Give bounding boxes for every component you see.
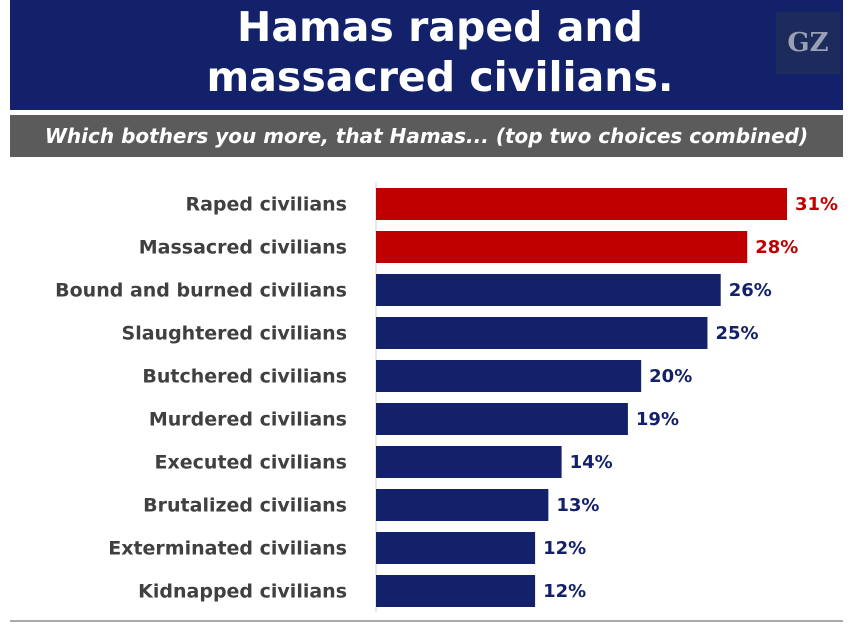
category-label: Murdered civilians — [149, 409, 347, 431]
bar — [376, 532, 536, 564]
value-label: 14% — [570, 452, 613, 473]
category-label: Butchered civilians — [142, 366, 347, 388]
value-label: 12% — [543, 538, 586, 559]
value-label: 20% — [649, 366, 692, 387]
value-label: 28% — [755, 237, 798, 258]
title-banner: Hamas raped and massacred civilians. GZ — [10, 0, 843, 110]
bar — [376, 575, 536, 607]
chart-subtitle: Which bothers you more, that Hamas... (t… — [10, 115, 843, 157]
bar — [376, 489, 549, 521]
bar — [376, 274, 721, 306]
bar — [376, 231, 748, 263]
bar — [376, 446, 562, 478]
category-label: Brutalized civilians — [143, 495, 347, 517]
bar — [376, 188, 787, 220]
chart-title: Hamas raped and massacred civilians. — [206, 3, 674, 101]
value-label: 31% — [795, 194, 838, 215]
bar — [376, 403, 628, 435]
value-label: 12% — [543, 581, 586, 602]
value-label: 19% — [636, 409, 679, 430]
category-label: Bound and burned civilians — [55, 280, 347, 302]
category-label: Exterminated civilians — [108, 538, 347, 560]
logo: GZ — [776, 12, 840, 74]
category-label: Executed civilians — [155, 452, 347, 474]
category-label: Massacred civilians — [139, 237, 347, 259]
value-label: 25% — [715, 323, 758, 344]
value-label: 26% — [729, 280, 772, 301]
category-label: Raped civilians — [185, 194, 347, 216]
value-label: 13% — [556, 495, 599, 516]
category-label: Slaughtered civilians — [122, 323, 347, 345]
bar — [376, 360, 642, 392]
category-label: Kidnapped civilians — [138, 581, 347, 603]
bar — [376, 317, 708, 349]
